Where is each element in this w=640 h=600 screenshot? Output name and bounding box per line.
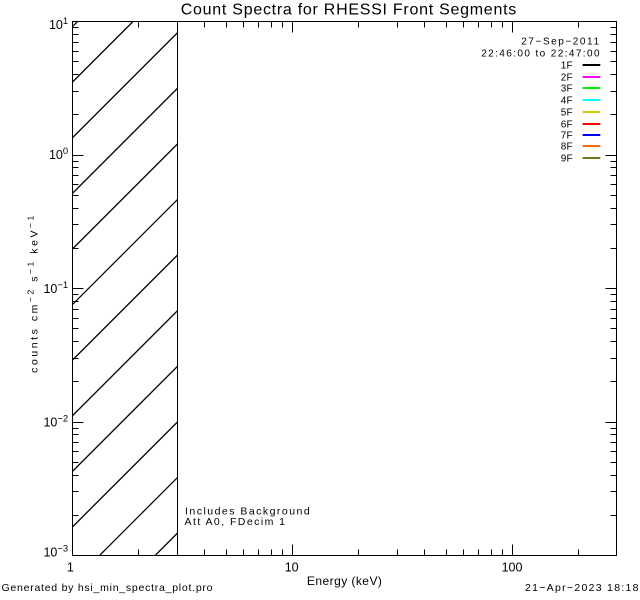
svg-text:100: 100	[502, 560, 523, 574]
svg-text:Energy (keV): Energy (keV)	[307, 574, 382, 588]
svg-text:3F: 3F	[561, 84, 573, 95]
svg-text:Generated by hsi_min_spectra_p: Generated by hsi_min_spectra_plot.pro	[2, 582, 213, 594]
svg-text:9F: 9F	[561, 154, 573, 165]
svg-text:Att A0, FDecim 1: Att A0, FDecim 1	[185, 516, 286, 528]
svg-text:22:46:00 to 22:47:00: 22:46:00 to 22:47:00	[481, 48, 600, 59]
svg-text:6F: 6F	[561, 120, 573, 131]
svg-text:1F: 1F	[561, 61, 573, 72]
svg-text:2F: 2F	[561, 73, 573, 84]
svg-text:27−Sep−2011: 27−Sep−2011	[521, 37, 599, 48]
svg-text:10: 10	[285, 560, 299, 574]
svg-text:5F: 5F	[561, 108, 573, 119]
svg-text:4F: 4F	[561, 96, 573, 107]
svg-text:7F: 7F	[561, 131, 573, 142]
svg-text:21−Apr−2023 18:18: 21−Apr−2023 18:18	[525, 582, 639, 594]
svg-text:8F: 8F	[561, 142, 573, 153]
svg-text:1: 1	[67, 560, 74, 574]
svg-text:counts cm−2 s−1 keV−1: counts cm−2 s−1 keV−1	[26, 213, 41, 373]
svg-text:Count Spectra for RHESSI Front: Count Spectra for RHESSI Front Segments	[181, 1, 517, 18]
